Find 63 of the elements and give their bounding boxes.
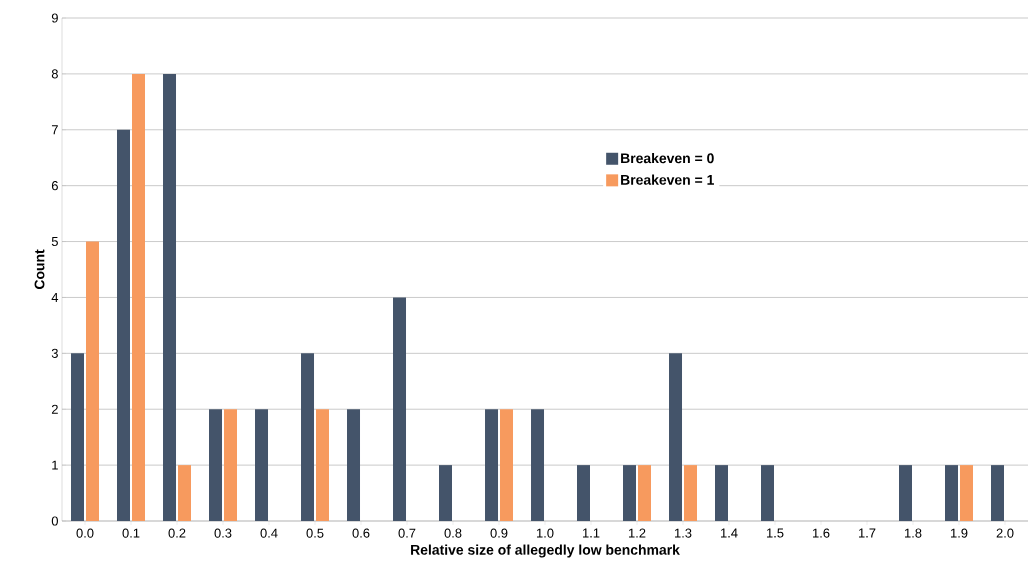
y-tick-label: 2	[51, 404, 58, 414]
bar	[960, 465, 974, 521]
legend-label: Breakeven = 1	[621, 174, 714, 185]
x-tick-label: 0.6	[352, 528, 370, 538]
x-tick-label: 2.0	[996, 528, 1014, 538]
bar	[86, 241, 99, 521]
x-tick-label: 1.4	[720, 528, 738, 538]
bar	[117, 129, 130, 521]
x-tick-label: 1.3	[674, 528, 692, 538]
bar	[255, 409, 269, 521]
bar	[224, 409, 237, 521]
x-tick-label: 1.9	[950, 528, 968, 538]
bar	[209, 409, 223, 521]
bar	[638, 465, 651, 521]
x-tick-label: 0.0	[76, 528, 94, 538]
legend-label: Breakeven = 0	[621, 152, 714, 164]
y-tick-label: 5	[51, 237, 58, 247]
y-tick-label: 4	[51, 292, 59, 302]
bar	[178, 465, 191, 521]
x-tick-label: 0.5	[306, 528, 324, 538]
bar	[163, 73, 177, 521]
x-tick-label: 1.8	[904, 528, 922, 538]
bar	[899, 465, 913, 521]
bar	[301, 353, 315, 521]
x-tick-label: 0.4	[260, 528, 278, 538]
bar	[684, 465, 697, 521]
y-tick-label: 8	[51, 69, 58, 79]
y-tick-label: 1	[52, 460, 58, 470]
x-tick-label: 1.1	[582, 528, 600, 538]
x-tick-label: 1.5	[766, 528, 784, 538]
bar	[485, 409, 499, 521]
bar	[945, 465, 959, 521]
bar	[991, 465, 1005, 521]
y-axis-title: Count	[34, 249, 45, 290]
x-tick-label: 0.2	[168, 528, 186, 538]
bar	[71, 353, 84, 521]
bar	[347, 409, 361, 521]
x-axis-title: Relative size of allegedly low benchmark	[411, 544, 680, 558]
y-tick-label: 6	[51, 181, 58, 191]
y-tick-label: 3	[51, 348, 58, 358]
bar	[316, 409, 329, 521]
x-tick-label: 1.0	[536, 528, 554, 538]
bar	[715, 465, 729, 521]
y-tick-label: 7	[51, 125, 58, 135]
x-tick-label: 1.7	[858, 528, 876, 538]
y-tick-label: 9	[51, 13, 58, 23]
x-tick-label: 1.2	[628, 528, 646, 538]
bar	[500, 409, 513, 521]
bar	[623, 465, 637, 521]
x-tick-label: 0.1	[122, 528, 140, 538]
bar	[439, 465, 453, 521]
x-tick-label: 0.3	[214, 528, 232, 538]
x-tick-label: 1.6	[812, 528, 830, 538]
x-tick-label: 0.8	[444, 528, 462, 538]
bar	[393, 297, 407, 521]
x-tick-label: 0.9	[490, 528, 508, 538]
bar	[531, 409, 545, 521]
bar	[669, 353, 683, 521]
bar	[132, 73, 145, 521]
bar	[577, 465, 591, 521]
y-tick-label: 0	[51, 516, 58, 526]
x-tick-label: 0.7	[398, 528, 416, 538]
bar	[761, 465, 775, 521]
